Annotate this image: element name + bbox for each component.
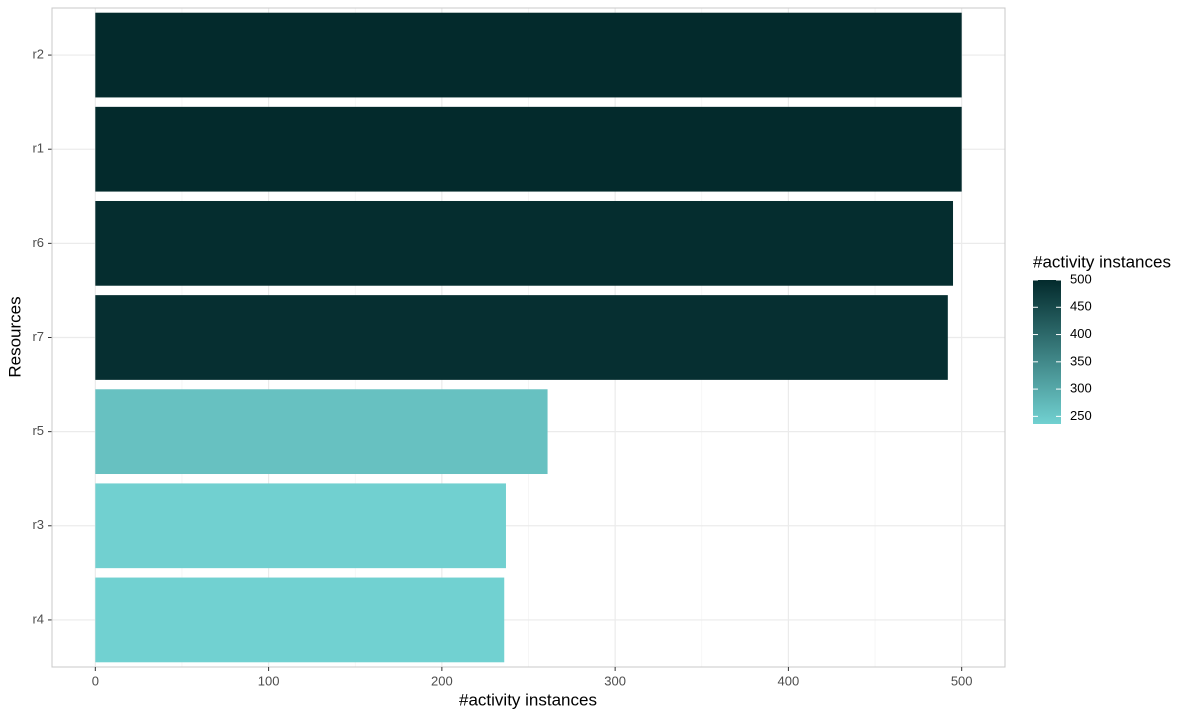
legend-tick-label: 500 (1070, 271, 1092, 286)
y-axis-title: Resources (5, 296, 24, 377)
bar (95, 106, 962, 192)
legend-title: #activity instances (1033, 252, 1171, 271)
y-tick-label: r6 (32, 235, 44, 250)
y-tick-label: r1 (32, 141, 44, 156)
x-tick-label: 0 (92, 673, 99, 688)
y-tick-label: r2 (32, 47, 44, 62)
y-tick-label: r7 (32, 329, 44, 344)
x-tick-label: 100 (258, 673, 280, 688)
legend-tick-label: 300 (1070, 381, 1092, 396)
bar (95, 483, 506, 569)
y-tick-label: r5 (32, 423, 44, 438)
bar (95, 389, 548, 475)
x-tick-label: 500 (951, 673, 973, 688)
legend-tick-label: 450 (1070, 299, 1092, 314)
x-tick-label: 300 (604, 673, 626, 688)
legend-tick-label: 350 (1070, 353, 1092, 368)
x-tick-label: 400 (778, 673, 800, 688)
panel-border (51, 7, 1006, 668)
legend-tick-label: 250 (1070, 408, 1092, 423)
x-axis-title: #activity instances (459, 690, 597, 709)
x-tick-label: 200 (431, 673, 453, 688)
y-tick-label: r3 (32, 517, 44, 532)
bar (95, 295, 948, 380)
bar (95, 12, 962, 98)
y-tick-label: r4 (32, 611, 44, 626)
legend-tick-label: 400 (1070, 326, 1092, 341)
colorbar (1033, 280, 1061, 424)
bar (95, 577, 505, 663)
bar (95, 200, 954, 286)
